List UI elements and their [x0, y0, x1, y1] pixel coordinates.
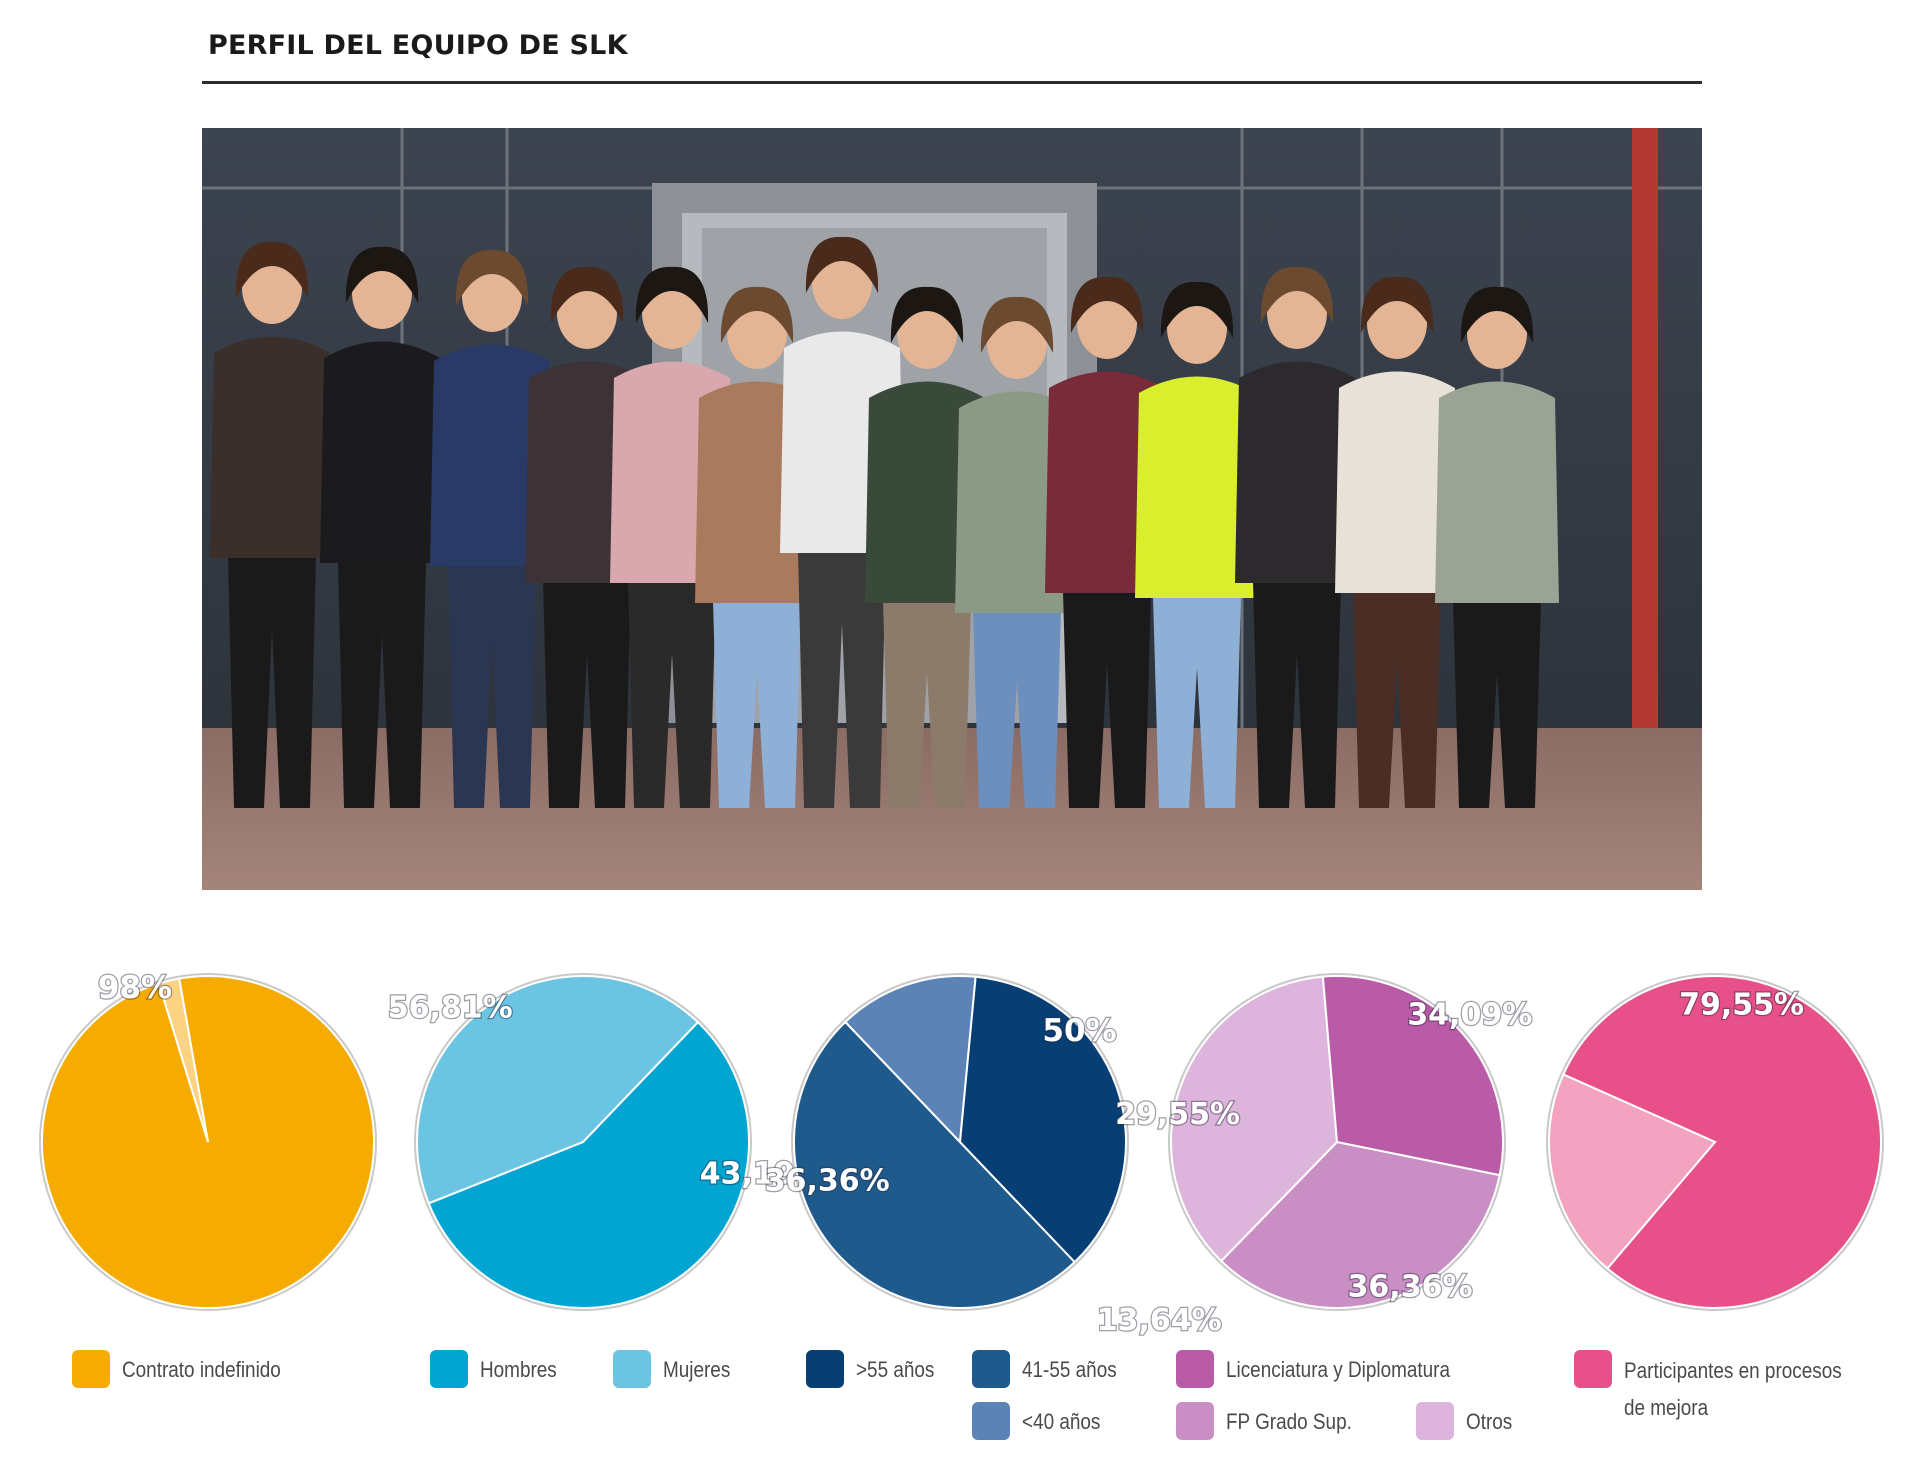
pie-slice: [1219, 1140, 1501, 1309]
person-hair: [635, 266, 709, 323]
person-hair: [720, 286, 794, 343]
pie-slice: [1170, 975, 1339, 1263]
legend-swatch: [1574, 1350, 1612, 1388]
pie-value-label: 50%: [1042, 1013, 1116, 1049]
legend-swatch: [806, 1350, 844, 1388]
person-legs: [713, 601, 801, 808]
person-hair: [235, 241, 309, 298]
pie-value-label: 29,55%: [1115, 1097, 1240, 1132]
pie-value-label: 34,09%: [1407, 997, 1532, 1032]
person-hair: [890, 286, 964, 343]
person-hair: [550, 266, 624, 323]
title-divider: [202, 81, 1702, 84]
person-legs: [973, 611, 1061, 808]
person-hair: [980, 296, 1054, 353]
person-torso: [1435, 381, 1559, 603]
page-title: PERFIL DEL EQUIPO DE SLK: [208, 30, 628, 61]
legend-label: Hombres: [480, 1357, 557, 1382]
person-hair: [455, 249, 529, 306]
person-torso: [210, 336, 334, 558]
legend-swatch: [972, 1350, 1010, 1388]
person-torso: [1235, 361, 1359, 583]
legend-swatch: [1176, 1402, 1214, 1440]
pie-value-label: 36,36%: [1348, 1270, 1473, 1305]
person-legs: [1153, 596, 1241, 808]
pie-slice: [1562, 974, 1882, 1309]
pie-slice: [1321, 975, 1504, 1177]
legend-swatch: [972, 1402, 1010, 1440]
person-torso: [1135, 376, 1259, 598]
pie-chart-4: 34,09% 36,36% 29,55%: [1114, 973, 1534, 1311]
person-legs: [338, 561, 426, 808]
person-legs: [1453, 601, 1541, 808]
legend-label: Otros: [1466, 1409, 1513, 1434]
pie-slice: [427, 1020, 750, 1309]
person-hair: [805, 236, 879, 293]
person-legs: [1353, 591, 1441, 808]
pie-value-label: 98%: [98, 970, 172, 1006]
pie-value-label: 36,36%: [765, 1163, 890, 1198]
legend-swatch: [613, 1350, 651, 1388]
person-torso: [430, 344, 554, 566]
legend-swatch: [1416, 1402, 1454, 1440]
person-hair: [345, 246, 419, 303]
person-legs: [543, 581, 631, 808]
pie-slice: [793, 1020, 1077, 1309]
legend-label: Participantes en procesos de mejora: [1624, 1358, 1842, 1420]
person-torso: [1335, 371, 1459, 593]
legend-label: <40 años: [1022, 1409, 1101, 1434]
person-legs: [1253, 581, 1341, 808]
person-torso: [320, 341, 444, 563]
pie-slice: [416, 975, 700, 1205]
legend-swatch: [72, 1350, 110, 1388]
legend-label: Mujeres: [663, 1357, 731, 1382]
pie-chart-2: 56,81%43,19%: [386, 973, 826, 1311]
pie-slice: [157, 977, 209, 1143]
pie-chart-3: 50% 13,64% 36,36%: [763, 973, 1223, 1339]
person-legs: [1063, 591, 1151, 808]
pie-value-label: 79,55%: [1679, 987, 1804, 1022]
person-legs: [448, 564, 536, 808]
legend-label: FP Grado Sup.: [1226, 1409, 1352, 1434]
person-hair: [1460, 286, 1534, 343]
pie-slice: [958, 975, 1127, 1264]
pie-value-label: 56,81%: [388, 991, 513, 1026]
legend-label: Contrato indefinido: [122, 1357, 281, 1382]
person-legs: [628, 581, 716, 808]
person-hair: [1260, 266, 1334, 323]
team-photo: [202, 128, 1702, 890]
pie-value-label: 13,64%: [1097, 1303, 1222, 1338]
pie-chart-1: 98%: [39, 969, 377, 1311]
pie-slice: [843, 975, 977, 1145]
person-legs: [228, 556, 316, 808]
person-hair: [1160, 281, 1234, 338]
pie-chart-5: 79,55%: [1546, 973, 1884, 1311]
legend-swatch: [430, 1350, 468, 1388]
legend-swatch: [1176, 1350, 1214, 1388]
person-legs: [798, 551, 886, 808]
legend-label: >55 años: [856, 1357, 935, 1382]
person-hair: [1070, 276, 1144, 333]
pie-slice: [1548, 1073, 1717, 1270]
legend-label: Licenciatura y Diplomatura: [1226, 1357, 1451, 1382]
person-hair: [1360, 276, 1434, 333]
legend-label: 41-55 años: [1022, 1357, 1117, 1382]
person-legs: [883, 601, 971, 808]
